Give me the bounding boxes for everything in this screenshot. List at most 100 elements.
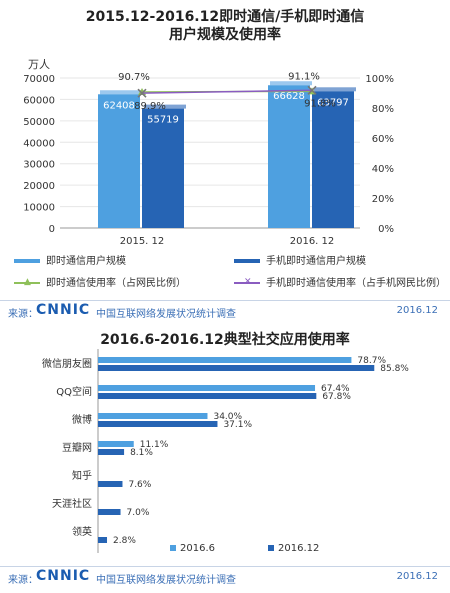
source-label: 来源：	[8, 575, 38, 586]
x-tick-label: 2016. 12	[290, 236, 335, 247]
left-tick-label: 30000	[23, 160, 55, 171]
bar-2016-12	[98, 449, 125, 455]
top-chart-title-line1: 2015.12-2016.12即时通信/手机即时通信	[85, 9, 365, 25]
bar-value-label: 67.4%	[321, 384, 350, 394]
legend-item-im-users: 即时通信用户规模	[14, 252, 126, 267]
legend-swatch-mobile-im-rate: ✕	[234, 278, 260, 287]
bar-2016-12	[98, 365, 375, 371]
bar-value-label: 34.0%	[213, 412, 242, 422]
right-tick-label: 60%	[372, 134, 394, 145]
left-tick-label: 70000	[23, 74, 55, 85]
combo-chart: 万人 0 10000 20000 30000 40000 50000 60000 70000 0%…	[23, 58, 394, 247]
legend-label-im-users: 即时通信用户规模	[46, 256, 126, 267]
legend-label-mobile-im-users: 手机即时通信用户规模	[266, 256, 366, 267]
bar-im-users	[98, 94, 140, 228]
source-date: 2016.12	[396, 571, 438, 582]
bottom-chart-panel: 2016.6-2016.12典型社交应用使用率 微信朋友圈 78.7% 85.8% Q…	[0, 325, 450, 593]
category-label: 领英	[72, 525, 92, 538]
x-tick-label: 2015. 12	[120, 236, 165, 247]
legend-swatch-im-users	[14, 259, 40, 263]
legend-item-2016-6: 2016.6	[170, 543, 215, 554]
bar-value-label: 2.8%	[113, 536, 136, 546]
legend-item-mobile-im-users: 手机即时通信用户规模	[234, 252, 366, 267]
legend-item-mobile-im-rate: ✕ 手机即时通信使用率（占手机网民比例）	[234, 274, 446, 289]
top-chart-panel: 2015.12-2016.12即时通信/手机即时通信 用户规模及使用率 万人 0 1…	[0, 9, 450, 290]
rate-value-label: 91.1%	[288, 71, 320, 82]
legend-swatch-mobile-im-users	[234, 259, 260, 263]
rate-value-label: 89.9%	[134, 101, 166, 112]
bar-value-label: 7.0%	[127, 508, 150, 518]
cnnic-logo: CNNIC	[36, 302, 91, 318]
right-tick-label: 20%	[372, 194, 394, 205]
category-label: 微博	[72, 413, 92, 426]
top-chart-footer: 来源： CNNIC 中国互联网络发展状况统计调查 2016.12	[0, 300, 450, 323]
bar-im-users	[268, 85, 310, 229]
bar-2016-6	[98, 441, 134, 447]
horizontal-bar-chart: 微信朋友圈 78.7%85.8% QQ空间 67.4%67.8% 微博 34.0%37.1…	[42, 349, 409, 553]
left-axis-unit: 万人	[28, 58, 50, 71]
right-tick-label: 80%	[372, 104, 394, 115]
right-tick-label: 0%	[378, 224, 394, 235]
legend-swatch-2016-6	[170, 545, 176, 551]
bar-value-label: 63797	[317, 97, 349, 108]
rate-line-1	[141, 89, 313, 94]
cross-marker-icon	[137, 88, 147, 98]
category-label: QQ空间	[56, 385, 92, 398]
category-label: 豆瓣网	[62, 442, 92, 454]
legend-item-2016-12: 2016.12	[268, 543, 319, 554]
legend-swatch-2016-12	[268, 545, 274, 551]
legend-swatch-im-rate: ▲	[14, 278, 40, 287]
source-org: 中国互联网络发展状况统计调查	[96, 309, 236, 320]
legend-label-mobile-im-rate: 手机即时通信使用率（占手机网民比例）	[266, 278, 446, 289]
top-chart-title-line2: 用户规模及使用率	[169, 27, 281, 43]
bar-value-label: 78.7%	[357, 356, 386, 366]
left-tick-label: 50000	[23, 117, 55, 128]
bar-top-1	[144, 104, 186, 109]
bar-2016-6	[98, 385, 316, 391]
triangle-marker-icon: ▲	[24, 277, 31, 287]
bar-2016-12	[98, 537, 108, 543]
bar-value-label: 8.1%	[130, 448, 153, 458]
bar-value-label: 37.1%	[223, 420, 252, 430]
bar-value-label: 67.8%	[322, 392, 351, 402]
bottom-chart-legend: 2016.6 2016.12	[0, 543, 450, 559]
bar-value-label: 85.8%	[380, 364, 409, 374]
left-tick-label: 60000	[23, 95, 55, 106]
source-date: 2016.12	[396, 305, 438, 316]
left-tick-label: 20000	[23, 181, 55, 192]
bar-2016-6	[98, 413, 208, 419]
bar-2016-6	[98, 357, 352, 363]
bar-top-1	[314, 87, 356, 92]
right-tick-label: 100%	[365, 74, 394, 85]
bar-value-label: 55719	[147, 115, 179, 126]
right-tick-label: 40%	[372, 164, 394, 175]
rate-value-label: 91.8%	[304, 98, 336, 109]
bar-value-label: 66628	[273, 91, 305, 102]
cross-marker-icon: ✕	[244, 277, 252, 287]
legend-label-2016-6: 2016.6	[180, 543, 215, 554]
bar-2016-12	[98, 421, 218, 427]
category-label: 微信朋友圈	[42, 357, 92, 370]
bar-2016-12	[98, 393, 317, 399]
top-chart-legend: 即时通信用户规模 手机即时通信用户规模 ▲ 即时通信使用率（占网民比例） ✕ 手机即…	[0, 250, 450, 290]
bar-top-0	[270, 81, 312, 86]
bar-value-label: 7.6%	[128, 480, 151, 490]
category-label: 天涯社区	[52, 497, 92, 510]
bar-2016-12	[98, 509, 121, 515]
cnnic-logo: CNNIC	[36, 568, 91, 584]
bar-2016-12	[98, 481, 123, 487]
legend-label-2016-12: 2016.12	[278, 543, 320, 554]
rate-value-label: 90.7%	[118, 72, 150, 83]
bottom-chart-footer: 来源： CNNIC 中国互联网络发展状况统计调查 2016.12	[0, 566, 450, 589]
bar-mobile-im-users	[142, 108, 184, 228]
bar-value-label: 11.1%	[140, 440, 169, 450]
bar-mobile-im-users	[312, 91, 354, 228]
left-tick-label: 0	[49, 224, 55, 235]
bar-value-label: 62408	[103, 100, 135, 111]
source-org: 中国互联网络发展状况统计调查	[96, 575, 236, 586]
left-tick-label: 40000	[23, 138, 55, 149]
legend-label-im-rate: 即时通信使用率（占网民比例）	[46, 278, 186, 289]
source-label: 来源：	[8, 309, 38, 320]
legend-item-im-rate: ▲ 即时通信使用率（占网民比例）	[14, 274, 186, 289]
category-label: 知乎	[72, 469, 92, 482]
